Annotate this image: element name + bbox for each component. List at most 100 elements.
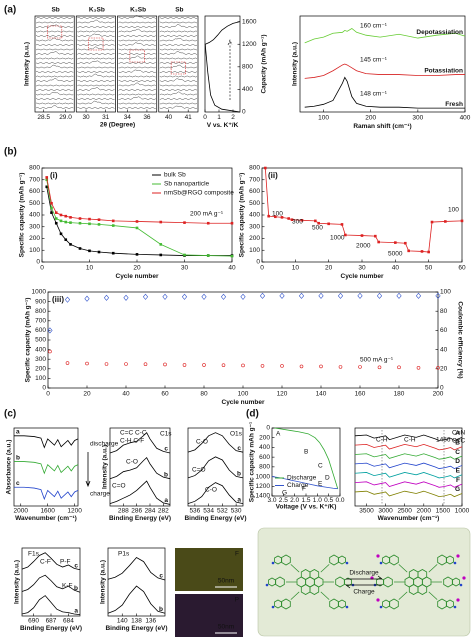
point <box>340 223 344 226</box>
x-tick-label: 2000 <box>14 508 29 515</box>
x-tick-label: 160 <box>355 391 366 398</box>
y-tick-label: 1000 <box>256 473 271 480</box>
x-tick-label: 40 <box>228 265 236 272</box>
y-tick-label: 0 <box>256 259 260 266</box>
point <box>78 221 82 225</box>
y-axis-label: Intensity (a.u.) <box>24 42 31 86</box>
pattern-trace <box>159 84 198 87</box>
section-title: K₃Sb <box>130 7 146 14</box>
pattern-trace <box>159 89 198 91</box>
annotation: P-F <box>60 559 71 566</box>
y-tick-label: 200 <box>35 366 46 373</box>
point <box>47 327 53 334</box>
plot-frame <box>109 427 171 507</box>
pattern-trace <box>118 39 156 42</box>
pattern-trace <box>118 80 156 82</box>
point <box>435 292 441 299</box>
annotation: 1000 <box>330 235 345 242</box>
annotation: F1s <box>28 551 40 558</box>
bond <box>290 564 300 573</box>
pattern-trace <box>159 91 197 96</box>
x-tick-label: 532 <box>217 508 228 515</box>
point <box>69 243 72 246</box>
atom <box>345 561 349 565</box>
ring <box>281 554 291 566</box>
point <box>78 217 82 220</box>
ring <box>329 598 339 610</box>
y-axis-label: Intensity (a.u.) <box>292 42 299 86</box>
point <box>420 250 424 253</box>
x-tick-label: 282 <box>158 508 169 515</box>
annotation: F <box>302 486 306 493</box>
ring <box>281 598 291 610</box>
y-axis-label: Intensity (a.u.) <box>102 445 109 489</box>
series-line <box>304 27 466 44</box>
x-axis-label: Cycle number <box>116 273 159 280</box>
ring <box>382 599 390 609</box>
point <box>357 292 363 299</box>
pattern-trace <box>35 104 74 109</box>
series-label: b <box>16 454 20 461</box>
series-label: c <box>16 480 20 487</box>
pattern-trace <box>77 39 115 42</box>
atom <box>379 561 383 565</box>
ring <box>408 569 419 580</box>
x-tick-label: 36 <box>143 114 151 121</box>
x-tick-label: 60 <box>458 265 466 272</box>
panel-label: (b) <box>4 147 17 158</box>
x-axis-label: Voltage (V vs. K⁺/K) <box>276 504 337 511</box>
series-label: Fresh <box>445 101 463 108</box>
point <box>202 363 206 367</box>
pattern-trace <box>77 73 115 78</box>
point <box>318 292 324 299</box>
highlight-box <box>47 25 63 39</box>
annotation: 100 <box>272 211 283 218</box>
y-tick-label: 600 <box>35 327 46 334</box>
pattern-trace <box>118 96 156 100</box>
ring <box>329 554 339 566</box>
pattern-trace <box>159 37 198 42</box>
annotation: G <box>282 490 287 497</box>
x-tick-label: 536 <box>189 508 200 515</box>
point <box>436 366 440 370</box>
pattern-trace <box>118 48 156 51</box>
x-tick-label: 3500 <box>359 508 374 515</box>
x-axis-label: Binding Energy (eV) <box>105 625 167 632</box>
ring <box>383 576 393 588</box>
pattern-trace <box>77 66 115 69</box>
pattern-trace <box>118 15 156 19</box>
pattern-trace <box>77 17 115 19</box>
point <box>69 221 72 224</box>
pattern-trace <box>77 80 115 82</box>
k-ion <box>462 576 466 580</box>
x-tick-label: 2 <box>231 114 235 121</box>
bond <box>398 564 408 573</box>
section-frame <box>34 15 75 113</box>
legend-label: Sb nanoparticle <box>164 181 210 188</box>
point <box>183 221 186 224</box>
panel-label: (a) <box>4 5 16 16</box>
y-tick-label: 0 <box>242 109 246 116</box>
y2-tick-label: 0 <box>440 385 444 392</box>
scheme-box <box>257 527 471 637</box>
pattern-trace <box>77 100 115 105</box>
x-tick-label: 10 <box>292 265 300 272</box>
annotation: C=O <box>192 467 206 474</box>
annotation: 500 mA g⁻¹ <box>360 357 394 364</box>
bond <box>428 564 438 573</box>
series-label: B <box>455 439 460 446</box>
y-tick-label: 0 <box>36 259 40 266</box>
pattern-trace <box>159 75 198 78</box>
point <box>290 218 294 221</box>
y-axis-label: Specific capacity (mAh g⁻¹) <box>19 173 26 258</box>
y-tick-label: 500 <box>29 200 40 207</box>
atom <box>379 605 383 609</box>
x-tick-label: 3000 <box>378 508 393 515</box>
point <box>358 365 362 369</box>
pattern-trace <box>77 107 115 109</box>
point <box>206 254 210 257</box>
point <box>279 292 285 299</box>
point <box>319 364 323 369</box>
bond <box>290 591 300 600</box>
